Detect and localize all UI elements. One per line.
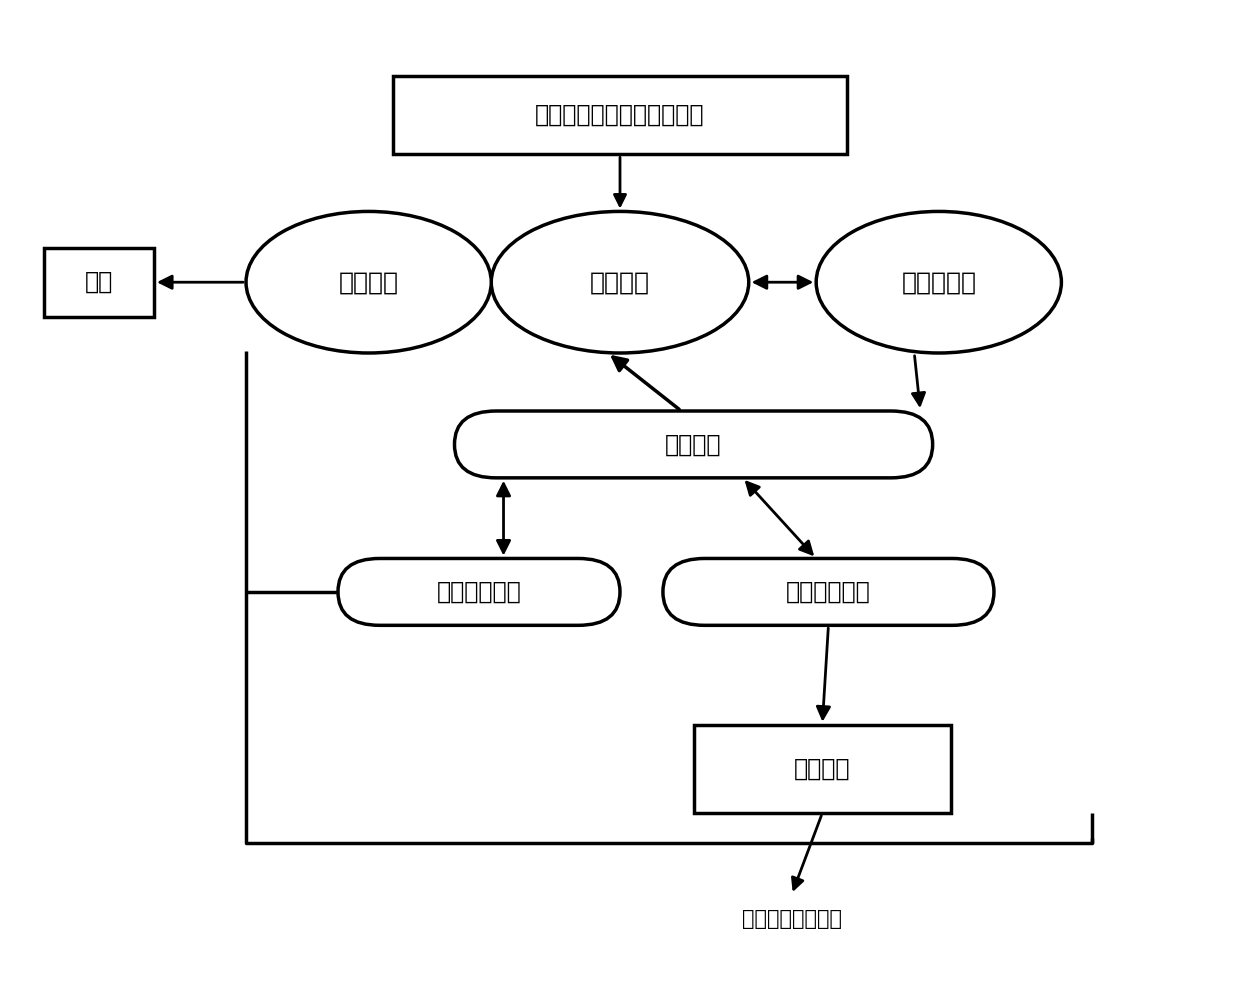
FancyBboxPatch shape — [393, 76, 847, 155]
Text: 关闭设备: 关闭设备 — [794, 757, 851, 781]
Text: 标记被关闭的设备: 标记被关闭的设备 — [742, 909, 842, 929]
Text: 设备已经打开: 设备已经打开 — [786, 580, 870, 604]
Text: 遍历完成: 遍历完成 — [339, 270, 398, 294]
Text: 遍历设备: 遍历设备 — [590, 270, 650, 294]
Text: 遍历未完成: 遍历未完成 — [901, 270, 976, 294]
FancyBboxPatch shape — [663, 558, 994, 625]
FancyBboxPatch shape — [693, 725, 951, 814]
Text: 退出: 退出 — [84, 270, 113, 294]
Text: 发现设备: 发现设备 — [666, 433, 722, 457]
FancyBboxPatch shape — [339, 558, 620, 625]
Ellipse shape — [491, 211, 749, 353]
Ellipse shape — [816, 211, 1061, 353]
Ellipse shape — [246, 211, 491, 353]
FancyBboxPatch shape — [455, 411, 932, 478]
Text: 遍历系统中注册的设备驱动: 遍历系统中注册的设备驱动 — [536, 103, 704, 127]
FancyBboxPatch shape — [43, 248, 154, 317]
Text: 设备没有打开: 设备没有打开 — [436, 580, 521, 604]
